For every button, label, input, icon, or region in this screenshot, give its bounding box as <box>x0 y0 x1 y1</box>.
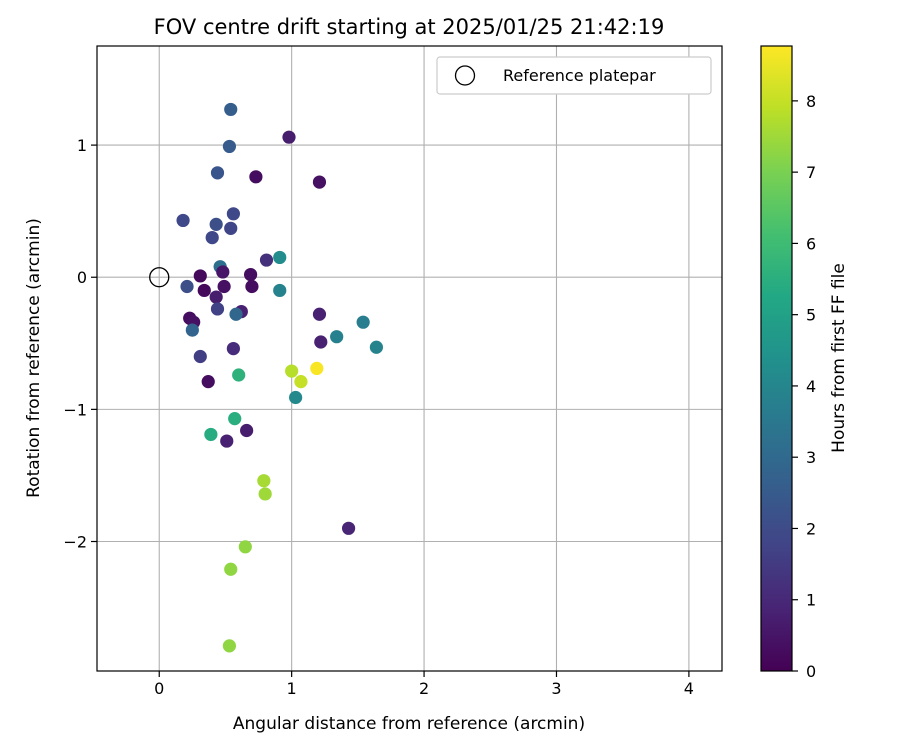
data-point <box>224 221 238 235</box>
x-tick-label: 2 <box>419 679 429 698</box>
legend-reference-icon <box>454 65 476 86</box>
data-point <box>341 521 356 535</box>
data-point <box>232 368 246 382</box>
data-point <box>209 217 223 231</box>
data-point <box>224 562 238 576</box>
data-point <box>229 307 243 321</box>
colorbar-tick-label: 2 <box>806 519 816 538</box>
data-point <box>210 166 225 180</box>
data-point <box>249 170 263 184</box>
data-point <box>285 364 299 378</box>
colorbar-tick-label: 8 <box>806 92 816 111</box>
colorbar-label: Hours from first FF file <box>829 263 849 453</box>
data-point <box>257 474 271 488</box>
data-point <box>216 265 230 279</box>
data-point <box>369 340 383 354</box>
data-point <box>209 290 223 304</box>
y-tick-label: −1 <box>63 400 87 419</box>
colorbar-ticks: 0 1 2 3 4 5 6 7 8 <box>792 92 816 681</box>
colorbar-tick-label: 0 <box>806 662 816 681</box>
legend-box <box>436 56 712 95</box>
colorbar-tick-label: 5 <box>806 306 816 325</box>
data-point <box>222 639 237 653</box>
data-point <box>273 250 287 265</box>
colorbar: 0 1 2 3 4 5 6 7 8 Hours from first FF file <box>760 45 849 681</box>
data-point <box>312 175 327 189</box>
colorbar-tick-label: 6 <box>806 234 816 253</box>
colorbar-tick-label: 1 <box>806 591 816 610</box>
data-point <box>185 323 199 337</box>
legend: Reference platepar <box>436 56 712 95</box>
data-point <box>193 269 207 283</box>
data-point <box>222 139 237 154</box>
data-point <box>226 341 240 356</box>
data-point <box>312 307 327 321</box>
data-point <box>220 434 234 448</box>
x-axis-label: Angular distance from reference (arcmin) <box>233 714 585 734</box>
data-point <box>258 487 272 501</box>
data-point <box>217 279 231 294</box>
grid <box>97 46 722 671</box>
colorbar-tick-label: 4 <box>806 377 816 396</box>
data-point <box>180 279 194 294</box>
colorbar-tick-label: 7 <box>806 163 816 182</box>
data-point <box>193 349 207 364</box>
data-point <box>226 207 240 221</box>
y-axis-label: Rotation from reference (arcmin) <box>24 218 44 498</box>
data-point <box>240 423 254 438</box>
data-point <box>201 375 215 389</box>
plot-frame <box>96 45 723 672</box>
data-point <box>228 412 242 426</box>
data-point <box>294 375 308 389</box>
data-point <box>330 330 344 344</box>
data-point <box>356 315 370 329</box>
y-tick-label: −2 <box>63 533 87 552</box>
x-tick-label: 0 <box>154 679 164 698</box>
x-axis-ticks: 0 1 2 3 4 <box>154 671 694 698</box>
data-point <box>176 213 190 228</box>
x-tick-label: 1 <box>287 679 297 698</box>
x-tick-label: 4 <box>684 679 694 698</box>
data-point <box>205 230 219 245</box>
data-point <box>224 102 238 117</box>
data-point <box>310 361 324 376</box>
y-axis-ticks: −2 −1 0 1 <box>63 136 97 552</box>
reference-platepar-marker <box>149 267 170 288</box>
legend-entry-reference: Reference platepar <box>503 66 656 85</box>
data-point <box>282 130 296 144</box>
data-point <box>289 390 303 405</box>
data-point <box>273 283 287 298</box>
data-point <box>244 267 258 282</box>
data-point <box>238 540 252 554</box>
data-point <box>314 335 328 349</box>
y-tick-label: 0 <box>77 268 87 287</box>
data-point <box>245 279 259 294</box>
data-points <box>176 102 383 653</box>
data-point <box>259 253 274 267</box>
x-tick-label: 3 <box>551 679 561 698</box>
data-point <box>197 283 211 298</box>
data-point <box>210 302 225 316</box>
colorbar-gradient <box>760 45 793 672</box>
colorbar-tick-label: 3 <box>806 448 816 467</box>
y-tick-label: 1 <box>77 136 87 155</box>
chart-title: FOV centre drift starting at 2025/01/25 … <box>154 15 665 39</box>
data-point <box>204 427 218 442</box>
